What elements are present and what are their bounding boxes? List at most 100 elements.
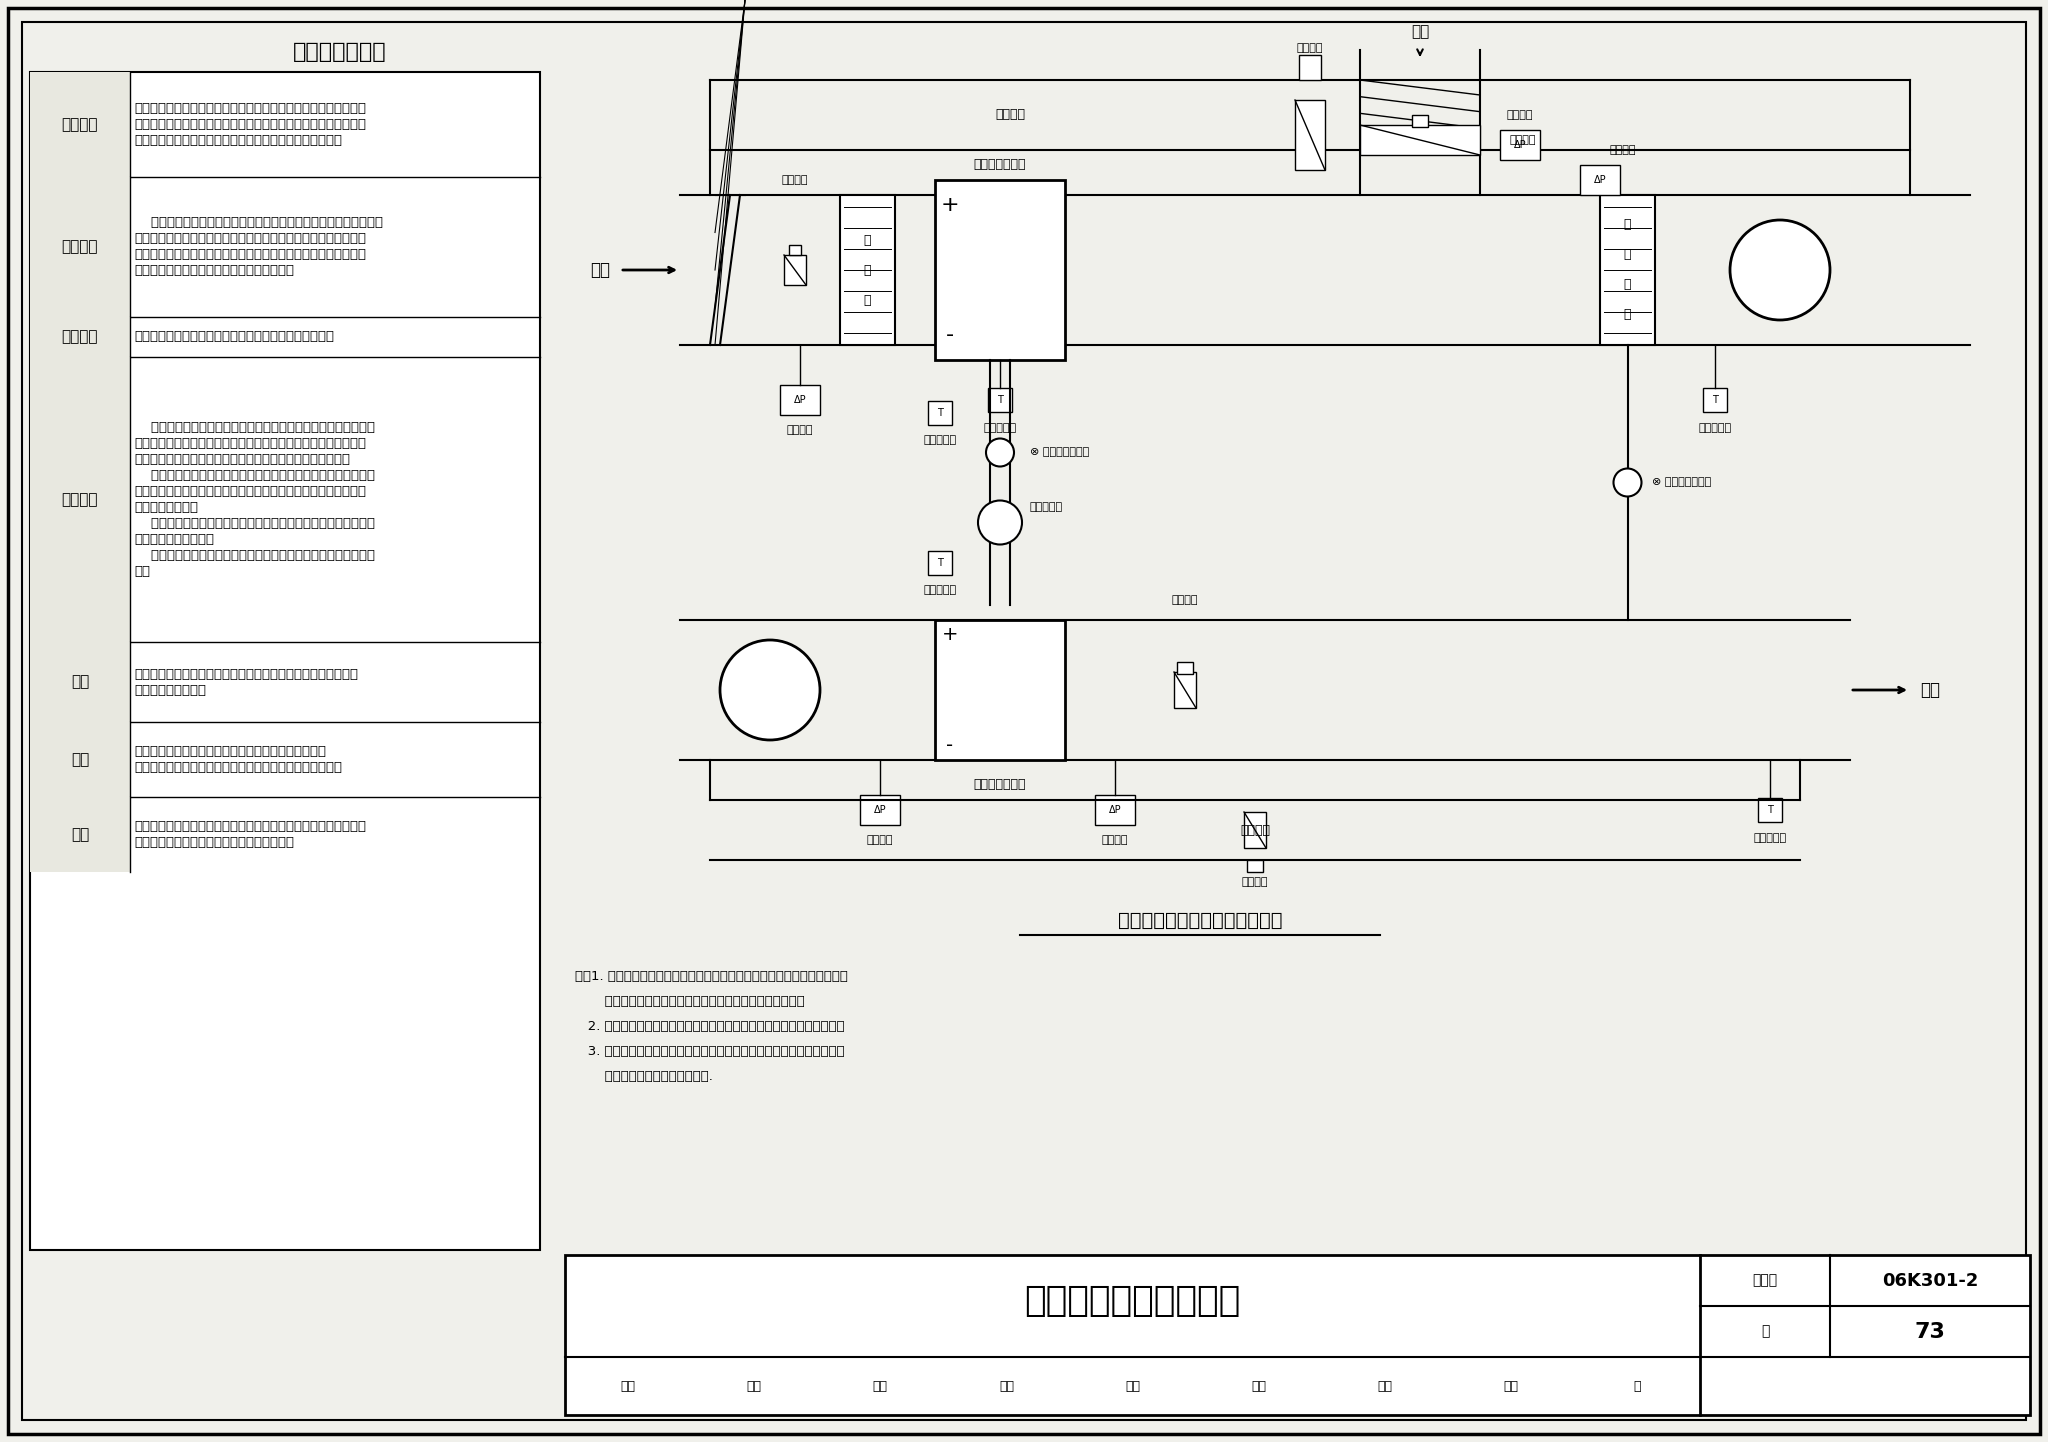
Text: 风机启动后，进、出口两侧压差低于设定值时，自动报警；新风、: 风机启动后，进、出口两侧压差低于设定值时，自动报警；新风、 [133,820,367,833]
Bar [1294,99,1325,170]
Text: 旁通风管: 旁通风管 [995,108,1024,121]
Bar [31,722,129,797]
Bar [860,795,899,825]
Text: 季佟: 季佟 [748,1380,762,1393]
Text: 对于设送、排风旁通系统，当排风温度高于或低于新风温度设定: 对于设送、排风旁通系统，当排风温度高于或低于新风温度设定 [133,421,375,434]
Text: 压差监测: 压差监测 [1507,110,1534,120]
Bar [987,388,1012,412]
Text: 热回收送风盘管: 热回收送风盘管 [973,159,1026,172]
Text: 温度传感器: 温度传感器 [1753,833,1786,844]
Text: 热回收排风盘管: 热回收排风盘管 [973,779,1026,792]
Bar [31,797,129,872]
Text: 上游: 上游 [1251,1380,1266,1393]
Text: 图集号: 图集号 [1753,1273,1778,1288]
Text: 页: 页 [1761,1325,1769,1338]
Text: 73: 73 [1915,1321,1946,1341]
Text: 管: 管 [1624,309,1632,322]
Text: 06K301-2: 06K301-2 [1882,1272,1978,1289]
Bar [928,401,952,424]
Text: 热: 热 [1624,248,1632,261]
Text: 旁通风阀开启度。: 旁通风阀开启度。 [133,500,199,513]
Text: 电动风阀: 电动风阀 [1296,43,1323,53]
Text: ⊗ 电动两通调节阀: ⊗ 电动两通调节阀 [1653,477,1712,487]
Text: 电动风阀: 电动风阀 [1509,136,1536,146]
Text: 监测: 监测 [72,675,90,689]
Bar [936,180,1065,360]
Text: 3. 热回收装置的启动采用新风、排风温差比较，温差大于一定数值，热: 3. 热回收装置的启动采用新风、排风温差比较，温差大于一定数值，热 [575,1045,844,1058]
Circle shape [1614,469,1642,496]
Text: 温度传感器: 温度传感器 [1698,423,1731,433]
Circle shape [985,438,1014,467]
Bar [780,385,819,415]
Text: 系统说明: 系统说明 [61,117,98,133]
Text: 对于带回风空调系统，根据系统需要通过控制送排风电动风阀开: 对于带回风空调系统，根据系统需要通过控制送排风电动风阀开 [133,518,375,531]
Text: 溶液循环式热回收装置控制原理: 溶液循环式热回收装置控制原理 [1118,910,1282,930]
Text: 压差报警: 压差报警 [786,425,813,435]
Text: 刘凯: 刘凯 [1503,1380,1518,1393]
Text: T: T [938,558,942,568]
Text: ⊗ 电动三通调节阀: ⊗ 电动三通调节阀 [1030,447,1090,457]
Text: 旁通风管: 旁通风管 [1239,823,1270,836]
Text: 器: 器 [864,294,870,307]
Bar [1411,115,1427,127]
Bar [1247,859,1264,872]
Bar [1579,164,1620,195]
Text: 风机启停、电动风阀、电动两通调节阀及电动三通调节阀: 风机启停、电动风阀、电动两通调节阀及电动三通调节阀 [133,330,334,343]
Text: 排风过滤器两侧压差超过设定值时，自动报警: 排风过滤器两侧压差超过设定值时，自动报警 [133,836,295,849]
Bar [31,72,129,177]
Text: 泵的启停和工作状态: 泵的启停和工作状态 [133,684,207,696]
Text: 控制溶液旁通量、预热器预热量、送风旁通量: 控制溶液旁通量、预热器预热量、送风旁通量 [133,264,295,277]
Text: ΔP: ΔP [795,395,807,405]
Text: 风温度、进风盘管出口溶液温度有三种方式可供具体情况选择，即: 风温度、进风盘管出口溶液温度有三种方式可供具体情况选择，即 [133,248,367,261]
Text: T: T [1712,395,1718,405]
Bar [936,620,1065,760]
Text: 控制各电动风阀的开、关比例和状态；对于排风盘管防结霜根据送: 控制各电动风阀的开、关比例和状态；对于排风盘管防结霜根据送 [133,232,367,245]
Text: 电动风阀: 电动风阀 [1171,596,1198,606]
Text: 控制说明及要求: 控制说明及要求 [293,42,387,62]
Circle shape [979,500,1022,545]
Text: 电动风阀: 电动风阀 [1241,877,1268,887]
Text: 启度: 启度 [133,565,150,578]
Bar [1243,812,1266,848]
Bar [1360,125,1481,154]
Text: 审核: 审核 [621,1380,635,1393]
Text: 盘: 盘 [1624,278,1632,291]
Text: 校对: 校对 [999,1380,1014,1393]
Text: 设计: 设计 [1376,1380,1393,1393]
Text: 控制对象: 控制对象 [61,330,98,345]
Bar [840,195,895,345]
Text: 决定如何与预热、再热及空调设备配套使用和增减控制部件: 决定如何与预热、再热及空调设备配套使用和增减控制部件 [133,134,342,147]
Text: 回风和溶液旁通的控制，实际使用中可根据系统情况和要求由设计: 回风和溶液旁通的控制，实际使用中可根据系统情况和要求由设计 [133,118,367,131]
Text: T: T [1767,805,1774,815]
Text: 压差监测: 压差监测 [866,835,893,845]
Text: 2. 本控制有三种防排风盘管结霜的方法，设计根据实际情况选用一种；: 2. 本控制有三种防排风盘管结霜的方法，设计根据实际情况选用一种； [575,1019,844,1032]
Text: 压差报警: 压差报警 [1610,146,1636,154]
Text: ΔP: ΔP [874,805,887,815]
Bar [31,642,129,722]
Bar [1499,130,1540,160]
Bar [1174,672,1196,708]
Text: 联锁: 联锁 [72,751,90,767]
Text: 季仲: 季仲 [872,1380,887,1393]
Bar [31,72,541,1250]
Text: 再: 再 [1624,219,1632,232]
Text: 刻: 刻 [1632,1380,1640,1393]
Bar [1599,195,1655,345]
Text: 注：1. 本控制原理及要求为通用做法，对于无旁通、无回风等形式可参考选: 注：1. 本控制原理及要求为通用做法，对于无旁通、无回风等形式可参考选 [575,970,848,983]
Bar [1757,797,1782,822]
Text: -: - [946,324,954,345]
Text: 温度传感器: 温度传感器 [924,435,956,446]
Text: 送、排风机后的电动风阀与送、排风机后停联锁开关。: 送、排风机后的电动风阀与送、排风机后停联锁开关。 [133,746,326,758]
Bar [31,177,129,317]
Text: 温度传感器: 温度传感器 [983,423,1016,433]
Text: 送风盘管和再热盘管后的送风温度、排风温度及送、排风机和水: 送风盘管和再热盘管后的送风温度、排风温度及送、排风机和水 [133,668,358,681]
Text: 温度传感器: 温度传感器 [924,585,956,596]
Text: 用；对于小风量或系统要求低的热回收装置可简化选用；: 用；对于小风量或系统要求低的热回收装置可简化选用； [575,995,805,1008]
Text: 电动风阀: 电动风阀 [782,174,809,185]
Text: 启度调节送回风比例。: 启度调节送回风比例。 [133,534,213,547]
Text: 对于需再热系统，根据再热器后送风温度控制其加热管电动阀开: 对于需再热系统，根据再热器后送风温度控制其加热管电动阀开 [133,549,375,562]
Text: 热回收装置控制原理图: 热回收装置控制原理图 [1024,1283,1241,1318]
Text: 口溶液来决定控制溶液电动三通阀旁通量、预热器的预热量或送风: 口溶液来决定控制溶液电动三通阀旁通量、预热器的预热量或送风 [133,485,367,497]
Text: 压差报警: 压差报警 [1102,835,1128,845]
Text: 排风: 排风 [1921,681,1939,699]
